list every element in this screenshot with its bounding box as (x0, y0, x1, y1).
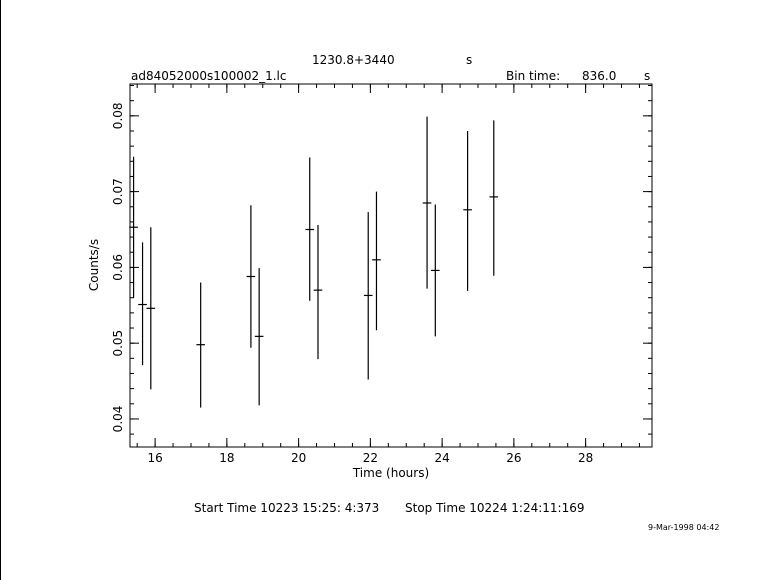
plot-date: 9-Mar-1998 04:42 (648, 523, 720, 532)
source-name: 1230.8+3440 (312, 53, 395, 67)
x-tick-label: 20 (291, 451, 306, 465)
bin-time-unit: s (644, 69, 651, 83)
x-tick-label: 16 (147, 451, 162, 465)
data-point (463, 130, 472, 291)
y-tick-label: 0.06 (111, 254, 125, 281)
y-tick-label: 0.07 (111, 178, 125, 205)
y-tick-label: 0.08 (111, 102, 125, 129)
data-point (422, 116, 432, 289)
file-name: ad84052000s100002_1.lc (131, 69, 287, 83)
data-points (129, 116, 499, 408)
x-tick-label: 28 (578, 451, 593, 465)
bin-time-label: Bin time: (506, 69, 561, 83)
x-tick-label: 24 (434, 451, 449, 465)
data-point (372, 191, 381, 331)
y-tick-label: 0.05 (111, 330, 125, 357)
data-point (138, 242, 147, 366)
data-point (254, 268, 264, 406)
stop-time: Stop Time 10224 1:24:11:169 (405, 501, 585, 515)
data-point (246, 205, 256, 348)
data-point (363, 212, 373, 380)
data-point (305, 157, 315, 301)
data-point (431, 204, 440, 337)
data-point (146, 227, 156, 390)
x-tick-label: 26 (506, 451, 521, 465)
x-tick-label: 18 (219, 451, 234, 465)
left-edge-line (0, 0, 1, 580)
y-axis-label: Counts/s (87, 239, 101, 291)
x-axis-label: Time (hours) (352, 466, 429, 480)
data-point (489, 120, 499, 276)
y-tick-label: 0.04 (111, 406, 125, 433)
data-point (313, 224, 323, 360)
source-unit: s (466, 53, 473, 67)
x-tick-labels: 16 18 20 22 24 26 28 (147, 451, 593, 465)
plot-frame (129, 83, 653, 448)
x-tick-label: 22 (363, 451, 378, 465)
start-time: Start Time 10223 15:25: 4:373 (194, 501, 380, 515)
data-point (129, 156, 138, 298)
bin-time-value: 836.0 (582, 69, 617, 83)
data-point (196, 282, 205, 408)
axis-ticks (130, 84, 652, 447)
y-tick-labels: 0.04 0.05 0.06 0.07 0.08 (111, 102, 125, 432)
